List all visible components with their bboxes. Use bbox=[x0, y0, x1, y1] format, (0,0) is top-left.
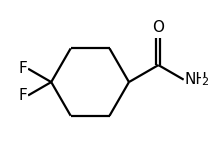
Text: NH: NH bbox=[185, 72, 208, 87]
Text: F: F bbox=[18, 88, 27, 103]
Text: F: F bbox=[18, 61, 27, 76]
Text: O: O bbox=[152, 20, 164, 35]
Text: 2: 2 bbox=[201, 77, 208, 87]
